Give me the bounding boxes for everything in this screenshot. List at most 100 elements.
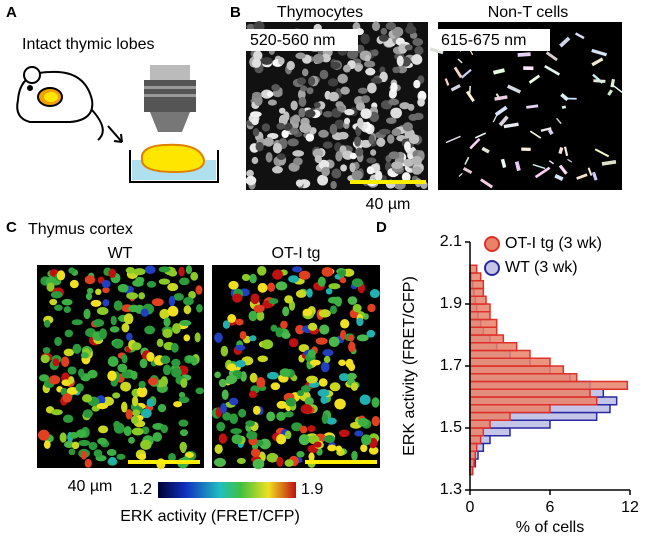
cell xyxy=(347,372,357,380)
y-axis-label: ERK activity (FRET/CFP) xyxy=(401,276,418,456)
cell xyxy=(80,352,89,359)
cell xyxy=(186,355,196,363)
cell xyxy=(285,397,297,407)
cell xyxy=(123,313,134,325)
network xyxy=(453,66,463,78)
cell xyxy=(351,450,358,461)
cell xyxy=(279,114,288,126)
network xyxy=(498,115,509,127)
cell xyxy=(43,440,51,449)
network xyxy=(548,160,555,165)
cell xyxy=(340,329,347,341)
x-tick-label: 0 xyxy=(466,499,475,516)
cell xyxy=(313,441,322,448)
cell xyxy=(86,287,94,294)
network xyxy=(450,84,461,92)
cell xyxy=(85,292,93,301)
cell xyxy=(227,363,237,372)
network xyxy=(547,128,554,136)
cell xyxy=(334,398,346,410)
cell xyxy=(158,278,171,285)
cell xyxy=(334,119,345,129)
cell xyxy=(121,323,130,333)
cell xyxy=(140,439,152,450)
cell xyxy=(309,359,321,366)
cell xyxy=(297,390,304,397)
cell xyxy=(245,175,257,186)
micrograph xyxy=(211,265,380,470)
cell xyxy=(252,128,260,137)
panel-title: Intact thymic lobes xyxy=(22,36,155,53)
network xyxy=(492,68,505,75)
cell xyxy=(147,377,158,386)
cell xyxy=(335,150,343,162)
cell xyxy=(300,404,313,415)
cell xyxy=(304,109,316,118)
panel-title: Thymus cortex xyxy=(28,221,133,238)
panel-label: B xyxy=(230,4,241,21)
network xyxy=(481,146,490,154)
cell xyxy=(387,134,395,144)
cell xyxy=(312,148,324,159)
network xyxy=(462,167,473,175)
legend-marker xyxy=(484,236,500,252)
cell xyxy=(71,319,83,326)
cell xyxy=(318,378,328,387)
cell xyxy=(340,86,350,95)
cell xyxy=(183,334,191,342)
cell xyxy=(222,320,231,329)
cell xyxy=(340,164,347,172)
cell xyxy=(359,394,371,405)
cell xyxy=(277,57,285,65)
colorbar xyxy=(158,482,296,498)
cell xyxy=(160,355,171,364)
cell xyxy=(265,152,273,163)
label-box xyxy=(438,29,550,51)
cell xyxy=(267,282,276,292)
cell xyxy=(162,328,173,339)
histogram-bar xyxy=(469,311,491,321)
cell xyxy=(266,91,274,98)
cell xyxy=(158,266,171,273)
cell xyxy=(411,166,423,175)
cell xyxy=(287,138,299,147)
cell xyxy=(339,277,347,284)
cell xyxy=(356,317,364,327)
cell xyxy=(330,180,337,190)
network xyxy=(460,68,472,79)
cell xyxy=(318,309,331,318)
cell xyxy=(371,397,380,408)
cell xyxy=(159,308,170,320)
cell xyxy=(319,69,329,80)
cell xyxy=(329,123,338,135)
cell xyxy=(138,292,146,300)
network xyxy=(601,159,617,166)
cell xyxy=(95,288,102,296)
network xyxy=(529,130,542,139)
mouse-illustration xyxy=(16,66,123,143)
cell xyxy=(250,293,260,305)
cell xyxy=(98,425,109,434)
cell xyxy=(263,137,274,147)
cell xyxy=(304,397,314,406)
cell xyxy=(179,441,187,452)
cell xyxy=(102,286,110,294)
x-axis-label: % of cells xyxy=(516,519,584,536)
cell xyxy=(67,366,77,375)
network xyxy=(559,36,571,48)
panel-label: C xyxy=(6,219,17,236)
cell xyxy=(364,55,371,62)
cell xyxy=(246,430,258,440)
cell xyxy=(270,324,278,332)
network xyxy=(503,122,519,129)
panel-label: D xyxy=(376,219,387,236)
cell xyxy=(404,141,411,152)
cell xyxy=(388,98,400,106)
network xyxy=(534,166,551,179)
cell xyxy=(167,305,179,317)
cell xyxy=(349,162,356,173)
cell xyxy=(248,310,258,322)
histogram-bar xyxy=(469,342,518,352)
network xyxy=(528,74,541,84)
cell xyxy=(171,367,182,378)
